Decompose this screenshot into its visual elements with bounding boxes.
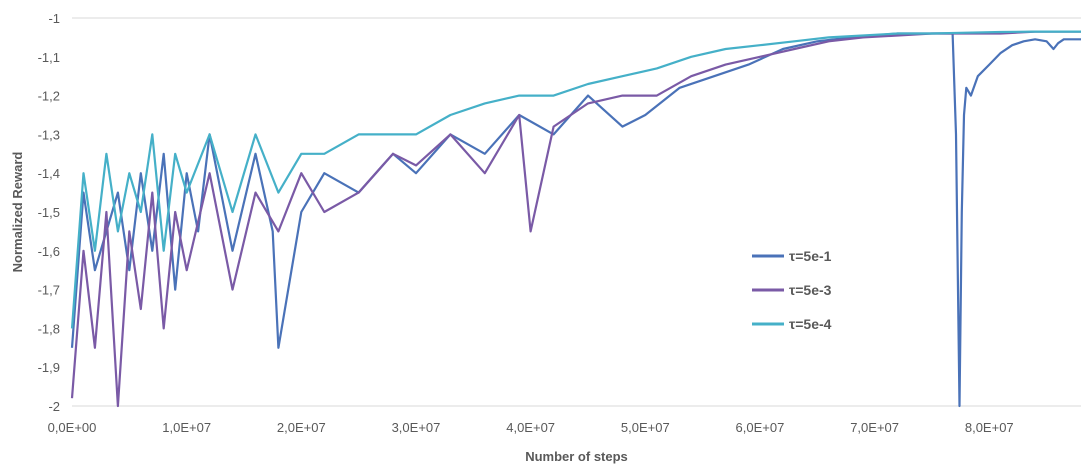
y-tick-label: -1	[48, 11, 60, 26]
y-axis-tick-labels: -1 -1,1 -1,2 -1,3 -1,4 -1,5 -1,6 -1,7 -1,8 -1,9 -2	[38, 11, 60, 414]
x-tick-label: 2,0E+07	[277, 420, 326, 435]
y-tick-label: -1,9	[38, 360, 60, 375]
y-tick-label: -1,6	[38, 244, 60, 259]
x-tick-label: 7,0E+07	[850, 420, 899, 435]
legend-label: τ=5e-4	[789, 316, 832, 332]
x-tick-label: 1,0E+07	[162, 420, 211, 435]
x-axis-tick-labels: 0,0E+00 1,0E+07 2,0E+07 3,0E+07 4,0E+07 5,0E+…	[48, 420, 1014, 435]
series-lines	[70, 30, 1081, 408]
legend-label: τ=5e-1	[789, 248, 832, 264]
y-tick-label: -1,5	[38, 205, 60, 220]
x-axis-title: Number of steps	[525, 449, 628, 464]
series-line-2	[70, 30, 1081, 408]
legend-label: τ=5e-3	[789, 282, 832, 298]
x-tick-label: 0,0E+00	[48, 420, 97, 435]
y-tick-label: -1,3	[38, 127, 60, 142]
x-tick-label: 5,0E+07	[621, 420, 670, 435]
x-tick-label: 6,0E+07	[736, 420, 785, 435]
x-tick-label: 8,0E+07	[965, 420, 1014, 435]
y-tick-label: -1,7	[38, 283, 60, 298]
y-tick-label: -1,4	[38, 166, 60, 181]
x-tick-label: 3,0E+07	[392, 420, 441, 435]
y-tick-label: -2	[48, 399, 60, 414]
y-tick-label: -1,1	[38, 50, 60, 65]
legend: τ=5e-1 τ=5e-3 τ=5e-4	[752, 248, 832, 332]
series-line-3	[70, 30, 1081, 329]
y-tick-label: -1,2	[38, 89, 60, 104]
y-axis-title: Normalized Reward	[10, 152, 25, 273]
x-tick-label: 4,0E+07	[506, 420, 555, 435]
series-line-1	[70, 32, 1081, 408]
y-tick-label: -1,8	[38, 321, 60, 336]
